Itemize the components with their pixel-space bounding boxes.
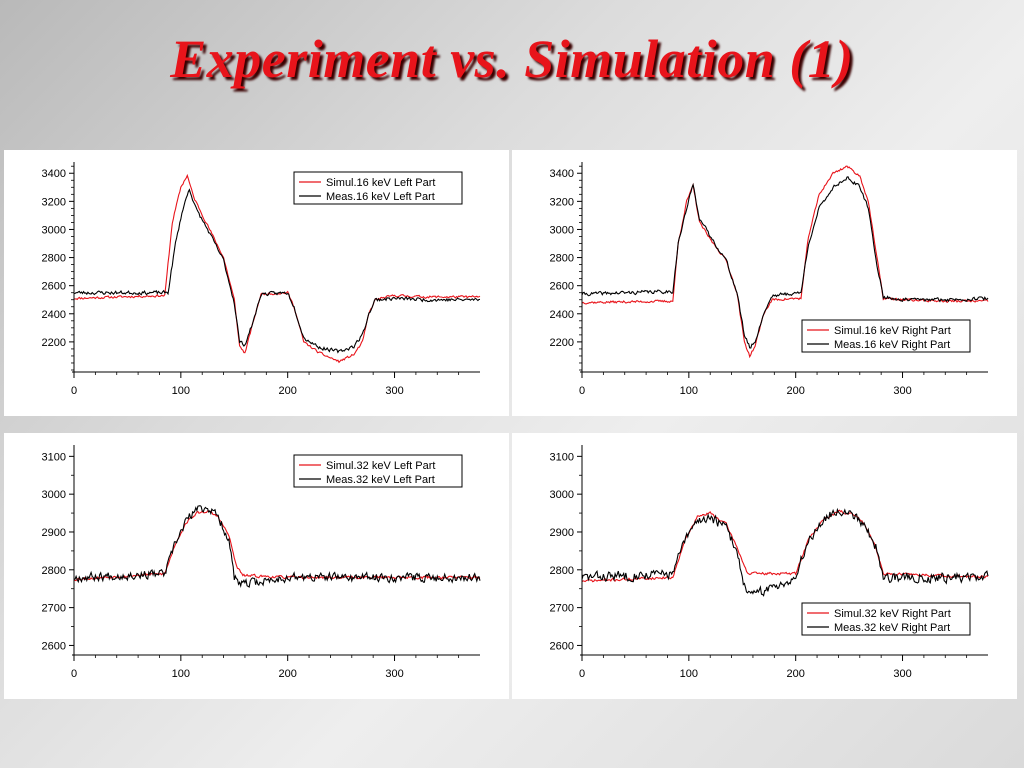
legend-entry: Meas.32 keV Left Part: [326, 474, 435, 486]
chart-panel-16kev-left: 2200 2400 2600 2800 3000 3200 3400 0 100 200 300 Si…: [4, 150, 509, 416]
y-tick-label: 3000: [42, 224, 66, 236]
chart-32kev-left: 2600 2700 2800 2900 3000 3100 0 100 200 300 Simul.…: [42, 445, 481, 680]
legend-entry: Meas.16 keV Right Part: [834, 339, 950, 351]
x-tick-label: 100: [172, 668, 190, 680]
y-tick-label: 2800: [42, 253, 66, 265]
series-line-meas: [581, 176, 989, 349]
y-tick-label: 2600: [42, 640, 66, 652]
x-tick-label: 200: [279, 668, 297, 680]
legend-box: [801, 319, 971, 353]
y-tick-label: 2800: [550, 253, 574, 265]
slide-title: Experiment vs. Simulation (1): [170, 29, 854, 89]
y-tick-label: 3000: [42, 489, 66, 501]
chart-panel-32kev-right: 2600 2700 2800 2900 3000 3100 0 100 200 300 Simul.…: [512, 433, 1017, 699]
x-tick-label: 200: [787, 385, 805, 397]
legend-entry: Simul.32 keV Right Part: [834, 608, 951, 620]
series-line-simul: [73, 510, 481, 582]
y-tick-label: 2200: [42, 337, 66, 349]
series-line-simul: [581, 509, 989, 583]
x-tick-label: 300: [893, 385, 911, 397]
y-tick-label: 2800: [550, 565, 574, 577]
x-tick-label: 100: [680, 668, 698, 680]
y-tick-label: 3200: [42, 196, 66, 208]
chart-32kev-right: 2600 2700 2800 2900 3000 3100 0 100 200 300 Simul.…: [550, 445, 989, 680]
legend-entry: Simul.16 keV Left Part: [326, 177, 435, 189]
y-tick-label: 3400: [42, 168, 66, 180]
legend-entry: Meas.16 keV Left Part: [326, 191, 435, 203]
series-line-meas: [581, 507, 989, 597]
y-tick-label: 3100: [42, 451, 66, 463]
legend-entry: Simul.32 keV Left Part: [326, 460, 435, 472]
series-line-meas: [73, 188, 481, 354]
x-tick-label: 300: [893, 668, 911, 680]
y-tick-label: 2400: [42, 309, 66, 321]
x-tick-label: 200: [787, 668, 805, 680]
y-tick-label: 2800: [42, 565, 66, 577]
legend-box: [801, 602, 971, 636]
x-tick-label: 200: [279, 385, 297, 397]
chart-panel-32kev-left: 2600 2700 2800 2900 3000 3100 0 100 200 300 Simul.…: [4, 433, 509, 699]
y-tick-label: 2200: [550, 337, 574, 349]
series-line-simul: [581, 165, 989, 359]
x-tick-label: 0: [71, 385, 77, 397]
y-tick-label: 2600: [550, 640, 574, 652]
legend-entry: Meas.32 keV Right Part: [834, 622, 950, 634]
y-tick-label: 2600: [550, 281, 574, 293]
x-tick-label: 100: [172, 385, 190, 397]
legend-box: [293, 171, 463, 205]
y-tick-label: 2700: [550, 603, 574, 615]
x-tick-label: 300: [385, 385, 403, 397]
y-tick-label: 2900: [550, 527, 574, 539]
y-tick-label: 3200: [550, 196, 574, 208]
x-tick-label: 300: [385, 668, 403, 680]
chart-16kev-left: 2200 2400 2600 2800 3000 3200 3400 0 100 200 300 Si…: [42, 162, 481, 397]
legend-entry: Simul.16 keV Right Part: [834, 325, 951, 337]
series-line-meas: [73, 505, 481, 588]
y-tick-label: 2900: [42, 527, 66, 539]
y-tick-label: 3100: [550, 451, 574, 463]
x-tick-label: 100: [680, 385, 698, 397]
x-tick-label: 0: [579, 385, 585, 397]
x-tick-label: 0: [579, 668, 585, 680]
chart-16kev-right: 2200 2400 2600 2800 3000 3200 3400 0 100 200 300 Si…: [550, 162, 989, 397]
y-tick-label: 3000: [550, 489, 574, 501]
y-tick-label: 2700: [42, 603, 66, 615]
y-tick-label: 2400: [550, 309, 574, 321]
y-tick-label: 3000: [550, 224, 574, 236]
x-tick-label: 0: [71, 668, 77, 680]
y-tick-label: 3400: [550, 168, 574, 180]
legend-box: [293, 454, 463, 488]
y-tick-label: 2600: [42, 281, 66, 293]
chart-panel-16kev-right: 2200 2400 2600 2800 3000 3200 3400 0 100 200 300 Si…: [512, 150, 1017, 416]
